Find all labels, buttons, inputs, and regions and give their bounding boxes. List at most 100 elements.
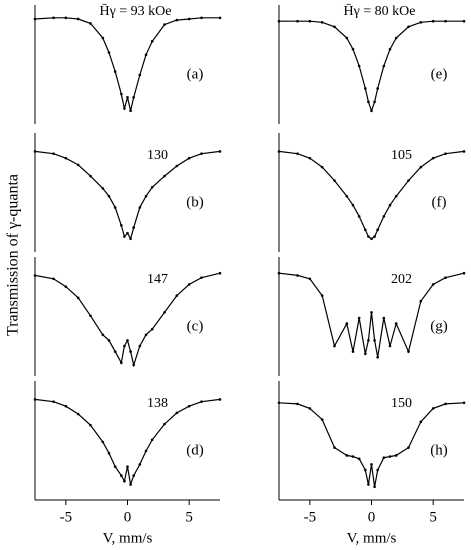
data-point bbox=[89, 22, 92, 25]
field-label: 147 bbox=[147, 272, 168, 287]
data-point bbox=[333, 179, 336, 182]
data-point bbox=[76, 296, 80, 300]
field-label: 138 bbox=[147, 396, 168, 411]
data-point bbox=[101, 333, 105, 337]
data-point bbox=[126, 231, 129, 235]
x-tick-label: 5 bbox=[185, 509, 193, 525]
data-point bbox=[129, 483, 132, 486]
data-point bbox=[320, 21, 324, 24]
data-point bbox=[407, 446, 410, 449]
data-point bbox=[89, 423, 92, 427]
data-point bbox=[150, 40, 154, 43]
data-point bbox=[113, 350, 117, 353]
data-point bbox=[345, 454, 349, 457]
data-point bbox=[33, 17, 37, 21]
data-point bbox=[373, 485, 376, 489]
panel-label: (b) bbox=[186, 194, 204, 210]
panel-label: (f) bbox=[432, 194, 447, 210]
field-label: H̄γ = 93 kOe bbox=[99, 4, 171, 20]
x-tick-label: -5 bbox=[304, 509, 317, 525]
data-point bbox=[218, 271, 222, 275]
data-point bbox=[320, 294, 324, 297]
data-point bbox=[308, 407, 312, 410]
data-point bbox=[308, 19, 312, 23]
data-point bbox=[333, 25, 336, 29]
data-point bbox=[370, 311, 373, 314]
data-point bbox=[107, 339, 111, 342]
data-point bbox=[163, 422, 166, 426]
data-point bbox=[200, 400, 203, 403]
data-point bbox=[107, 51, 111, 54]
data-point bbox=[218, 398, 222, 401]
data-point bbox=[394, 454, 398, 457]
data-point bbox=[126, 96, 129, 99]
data-point bbox=[129, 350, 132, 353]
data-point bbox=[376, 228, 379, 232]
data-point bbox=[376, 87, 379, 90]
data-point bbox=[150, 327, 154, 331]
data-point bbox=[373, 100, 376, 104]
data-point bbox=[357, 215, 361, 218]
data-point bbox=[351, 47, 355, 51]
data-point bbox=[388, 47, 392, 51]
x-axis-label: V, mm/s bbox=[347, 530, 397, 546]
data-point bbox=[107, 451, 111, 455]
field-label: 105 bbox=[391, 148, 412, 163]
data-point bbox=[138, 73, 142, 77]
x-tick-label: 0 bbox=[368, 509, 376, 525]
data-point bbox=[382, 456, 386, 459]
data-point bbox=[388, 455, 392, 458]
data-point bbox=[126, 339, 129, 342]
data-point bbox=[431, 407, 435, 410]
data-point bbox=[107, 194, 111, 198]
data-point bbox=[444, 152, 447, 155]
data-point bbox=[175, 411, 179, 415]
data-point bbox=[89, 174, 92, 178]
data-point bbox=[277, 401, 281, 405]
data-point bbox=[144, 449, 148, 453]
data-point bbox=[431, 283, 435, 286]
data-point bbox=[357, 64, 361, 68]
data-point bbox=[101, 440, 105, 444]
data-point bbox=[175, 164, 179, 168]
panel-label: (a) bbox=[187, 66, 204, 82]
data-point bbox=[345, 194, 349, 198]
data-point bbox=[370, 237, 373, 241]
data-point bbox=[218, 150, 222, 153]
data-point bbox=[388, 344, 392, 348]
data-point bbox=[150, 185, 154, 189]
data-point bbox=[351, 350, 355, 353]
data-point bbox=[33, 398, 37, 401]
data-point bbox=[357, 457, 361, 461]
data-point bbox=[187, 283, 191, 286]
data-point bbox=[407, 350, 410, 353]
data-point bbox=[132, 226, 135, 229]
data-point bbox=[132, 96, 135, 99]
data-point bbox=[33, 274, 37, 277]
field-label: 150 bbox=[391, 396, 412, 411]
data-point bbox=[113, 70, 117, 73]
data-point bbox=[120, 361, 123, 365]
data-point bbox=[370, 463, 373, 466]
data-point bbox=[351, 455, 355, 458]
data-point bbox=[113, 206, 117, 209]
data-point bbox=[333, 446, 336, 449]
data-point bbox=[200, 276, 203, 279]
data-point bbox=[175, 294, 179, 297]
data-point bbox=[462, 401, 466, 405]
data-point bbox=[444, 19, 447, 23]
data-point bbox=[376, 355, 379, 359]
data-point bbox=[163, 311, 166, 314]
data-point bbox=[308, 277, 312, 281]
data-point bbox=[367, 483, 370, 486]
data-point bbox=[150, 438, 154, 442]
data-point bbox=[419, 299, 423, 303]
data-point bbox=[123, 479, 126, 483]
data-point bbox=[431, 19, 435, 23]
data-point bbox=[444, 402, 447, 406]
data-point bbox=[444, 276, 447, 279]
data-point bbox=[52, 277, 55, 281]
data-point bbox=[113, 465, 117, 468]
data-point bbox=[320, 418, 324, 421]
x-tick-label: 5 bbox=[429, 509, 437, 525]
